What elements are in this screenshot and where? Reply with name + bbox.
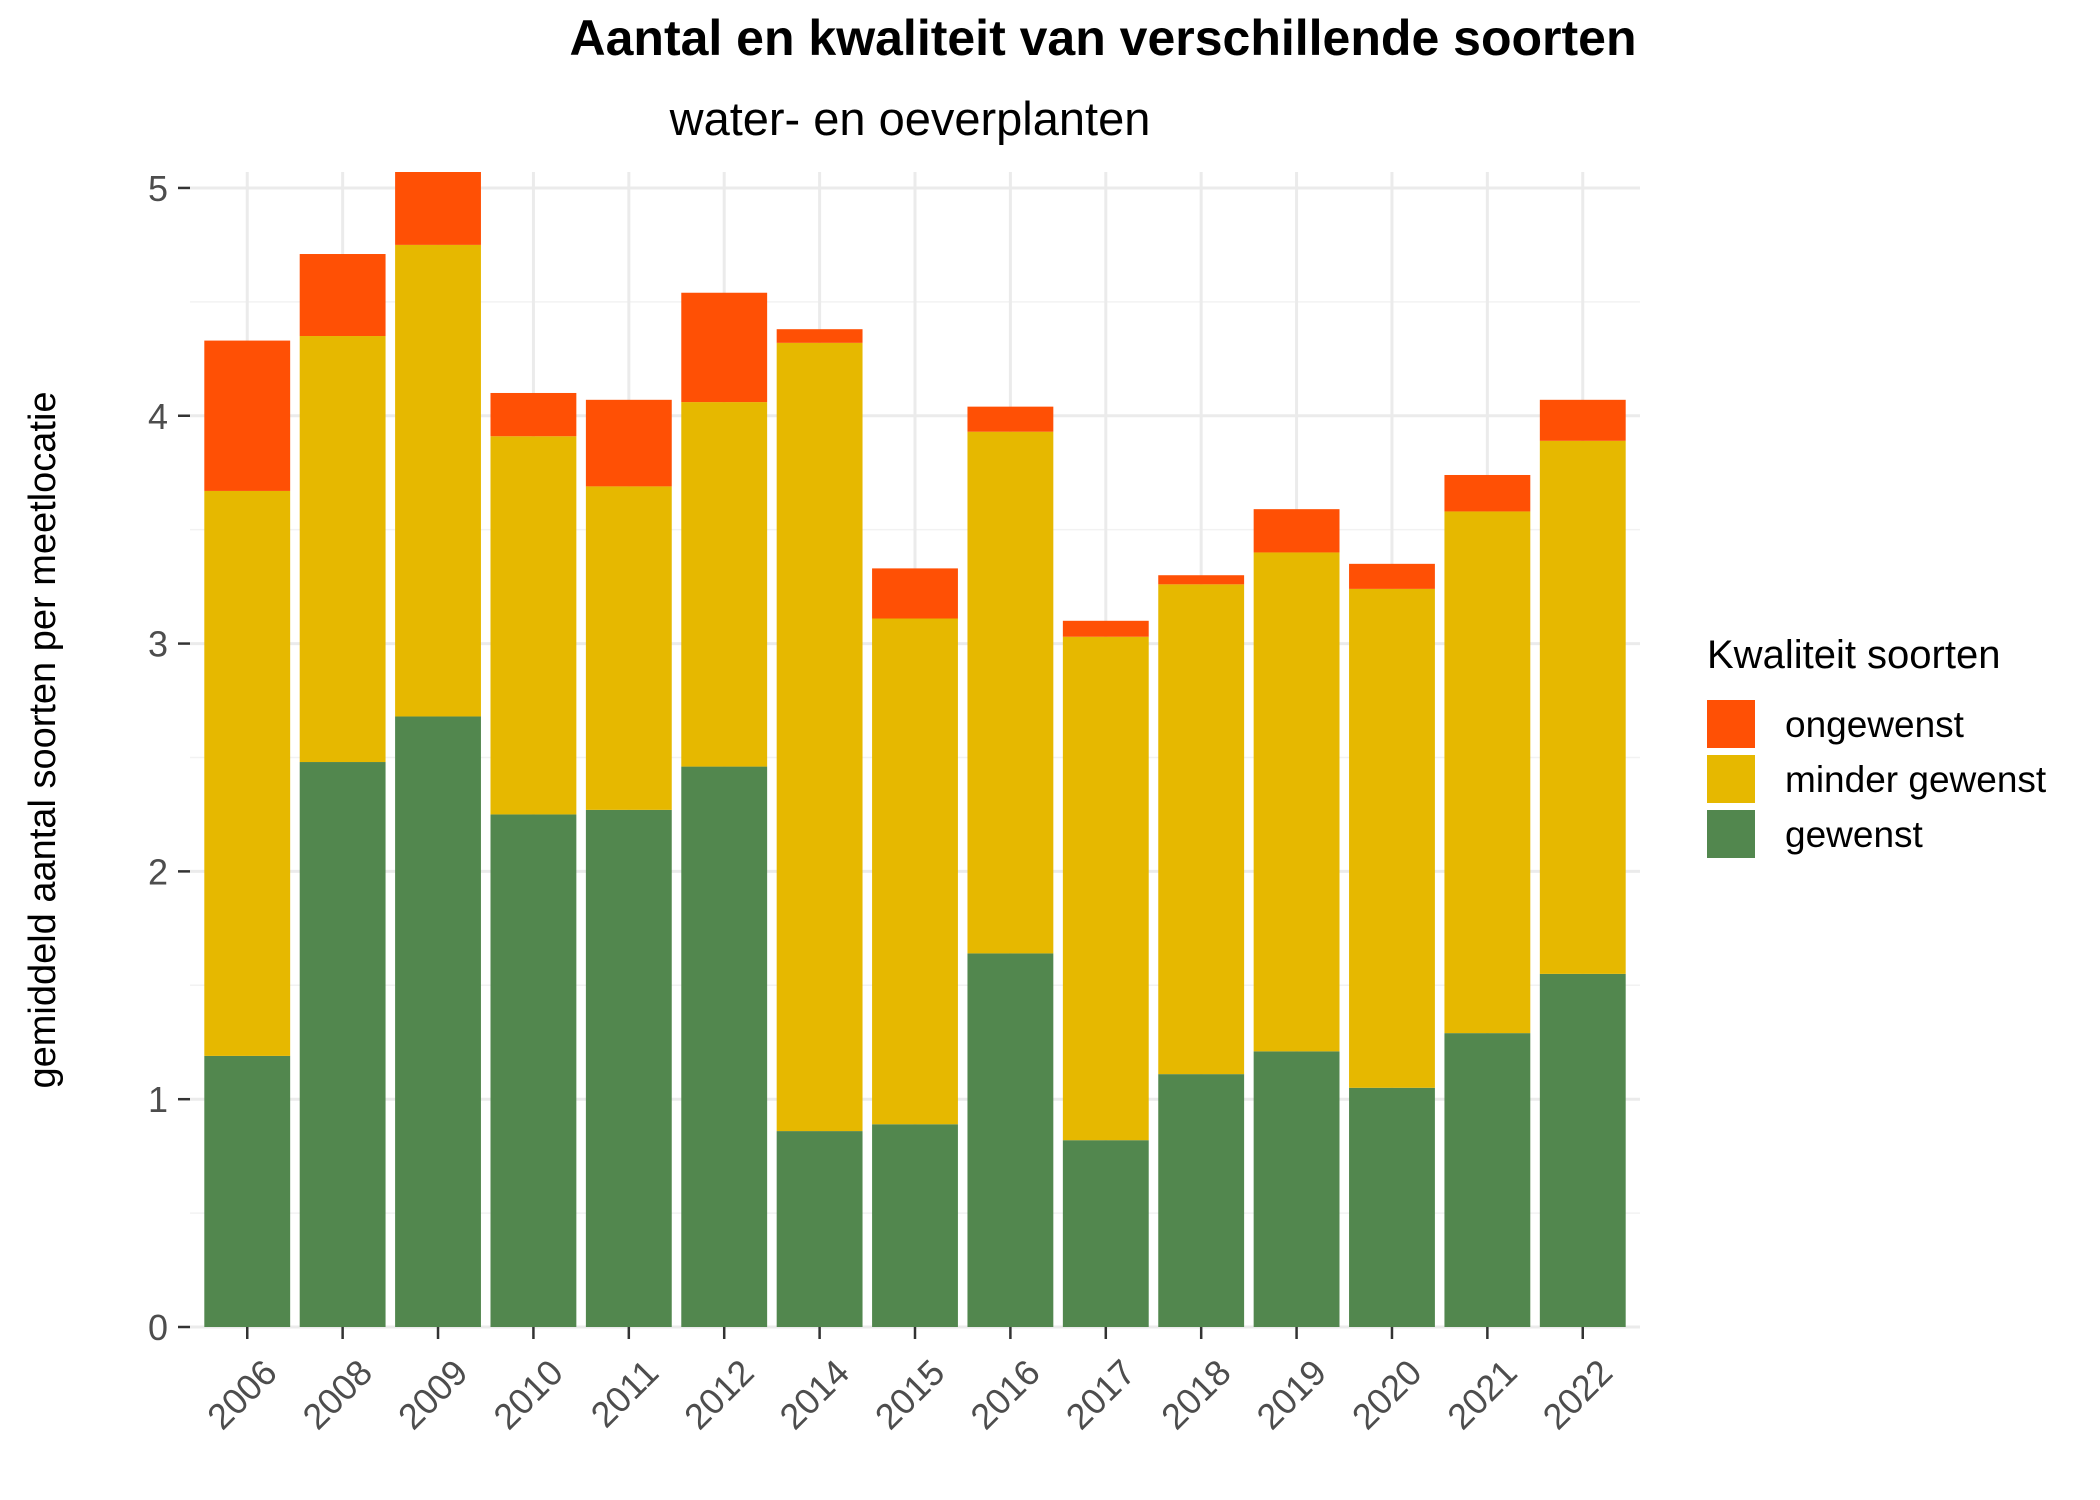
bar-ongewenst-2021 (1444, 474, 1531, 512)
bar-ongewenst-2015 (872, 568, 958, 619)
bar-minder-gewenst-2019 (1253, 552, 1340, 1052)
x-tick-label-2006: 2006 (199, 1351, 285, 1437)
bar-ongewenst-2010 (490, 392, 577, 437)
bar-ongewenst-2018 (1158, 575, 1245, 585)
y-tick-label: 3 (148, 624, 168, 665)
legend-swatch-gewenst (1707, 810, 1755, 858)
y-tick-label: 0 (148, 1307, 168, 1348)
y-tick-label: 2 (148, 851, 168, 892)
bar-ongewenst-2017 (1062, 620, 1149, 637)
bar-ongewenst-2014 (776, 329, 863, 343)
bar-ongewenst-2008 (299, 254, 386, 337)
chart-subtitle: water- en oeverplanten (669, 92, 1151, 145)
bar-minder-gewenst-2017 (1062, 636, 1149, 1141)
bar-minder-gewenst-2016 (967, 431, 1054, 954)
y-axis-title: gemiddeld aantal soorten per meetlocatie (22, 391, 64, 1088)
legend-label-ongewenst: ongewenst (1785, 704, 1965, 745)
bar-gewenst-2018 (1158, 1074, 1245, 1327)
x-tick-label-2018: 2018 (1153, 1351, 1239, 1437)
legend-swatch-minder-gewenst (1707, 755, 1755, 803)
x-tick-label-2015: 2015 (867, 1351, 953, 1437)
legend: Kwaliteit soorten ongewenst minder gewens… (1707, 633, 2047, 858)
x-tick-label-2011: 2011 (583, 1351, 667, 1435)
bar-gewenst-2014 (776, 1131, 863, 1327)
bar-gewenst-2010 (490, 814, 577, 1327)
x-tick-label-2009: 2009 (390, 1351, 476, 1437)
bar-gewenst-2006 (204, 1055, 291, 1327)
bar-minder-gewenst-2018 (1158, 584, 1245, 1075)
bar-minder-gewenst-2020 (1349, 588, 1435, 1088)
x-tick-label-2020: 2020 (1344, 1351, 1430, 1437)
chart-title: Aantal en kwaliteit van verschillende so… (569, 10, 1636, 66)
x-tick-label-2014: 2014 (771, 1351, 857, 1437)
y-tick-label: 5 (148, 168, 168, 209)
bar-gewenst-2011 (585, 809, 672, 1327)
bar-gewenst-2012 (681, 766, 768, 1327)
bar-ongewenst-2012 (681, 292, 768, 403)
x-tick-label-2019: 2019 (1248, 1351, 1334, 1437)
bars (204, 172, 1626, 1327)
x-tick-label-2012: 2012 (676, 1351, 762, 1437)
bar-minder-gewenst-2014 (776, 342, 863, 1132)
bar-gewenst-2015 (872, 1124, 958, 1327)
y-tick-label: 4 (148, 396, 168, 437)
x-tick-label-2010: 2010 (485, 1351, 571, 1437)
bar-minder-gewenst-2008 (299, 336, 386, 763)
bar-minder-gewenst-2015 (872, 618, 958, 1125)
bar-ongewenst-2009 (395, 172, 481, 245)
x-tick-label-2016: 2016 (962, 1351, 1048, 1437)
bar-ongewenst-2011 (585, 399, 672, 487)
bar-gewenst-2008 (299, 762, 386, 1327)
x-tick-label-2021: 2021 (1439, 1351, 1525, 1437)
bar-minder-gewenst-2011 (585, 486, 672, 810)
bar-gewenst-2017 (1062, 1140, 1149, 1327)
bar-ongewenst-2020 (1349, 563, 1435, 589)
y-tick-label: 1 (148, 1079, 168, 1120)
bar-ongewenst-2006 (204, 340, 291, 491)
bar-gewenst-2009 (395, 716, 481, 1327)
bar-gewenst-2019 (1253, 1051, 1340, 1327)
x-tick-label-2008: 2008 (294, 1351, 380, 1437)
bar-minder-gewenst-2021 (1444, 511, 1531, 1034)
bar-ongewenst-2019 (1253, 509, 1340, 553)
bar-ongewenst-2016 (967, 406, 1054, 432)
legend-label-minder-gewenst: minder gewenst (1785, 759, 2047, 800)
legend-swatch-ongewenst (1707, 700, 1755, 748)
bar-gewenst-2022 (1539, 973, 1626, 1327)
bar-minder-gewenst-2012 (681, 402, 768, 767)
x-tick-label-2022: 2022 (1535, 1351, 1621, 1437)
bar-gewenst-2021 (1444, 1033, 1531, 1327)
legend-label-gewenst: gewenst (1785, 814, 1924, 855)
bar-minder-gewenst-2006 (204, 490, 291, 1056)
bar-ongewenst-2022 (1539, 399, 1626, 441)
x-tick-label-2017: 2017 (1058, 1351, 1144, 1437)
bar-gewenst-2020 (1349, 1087, 1435, 1327)
legend-title: Kwaliteit soorten (1707, 633, 2000, 677)
bar-gewenst-2016 (967, 953, 1054, 1327)
bar-minder-gewenst-2009 (395, 244, 481, 717)
bar-minder-gewenst-2022 (1539, 440, 1626, 974)
bar-minder-gewenst-2010 (490, 436, 577, 815)
